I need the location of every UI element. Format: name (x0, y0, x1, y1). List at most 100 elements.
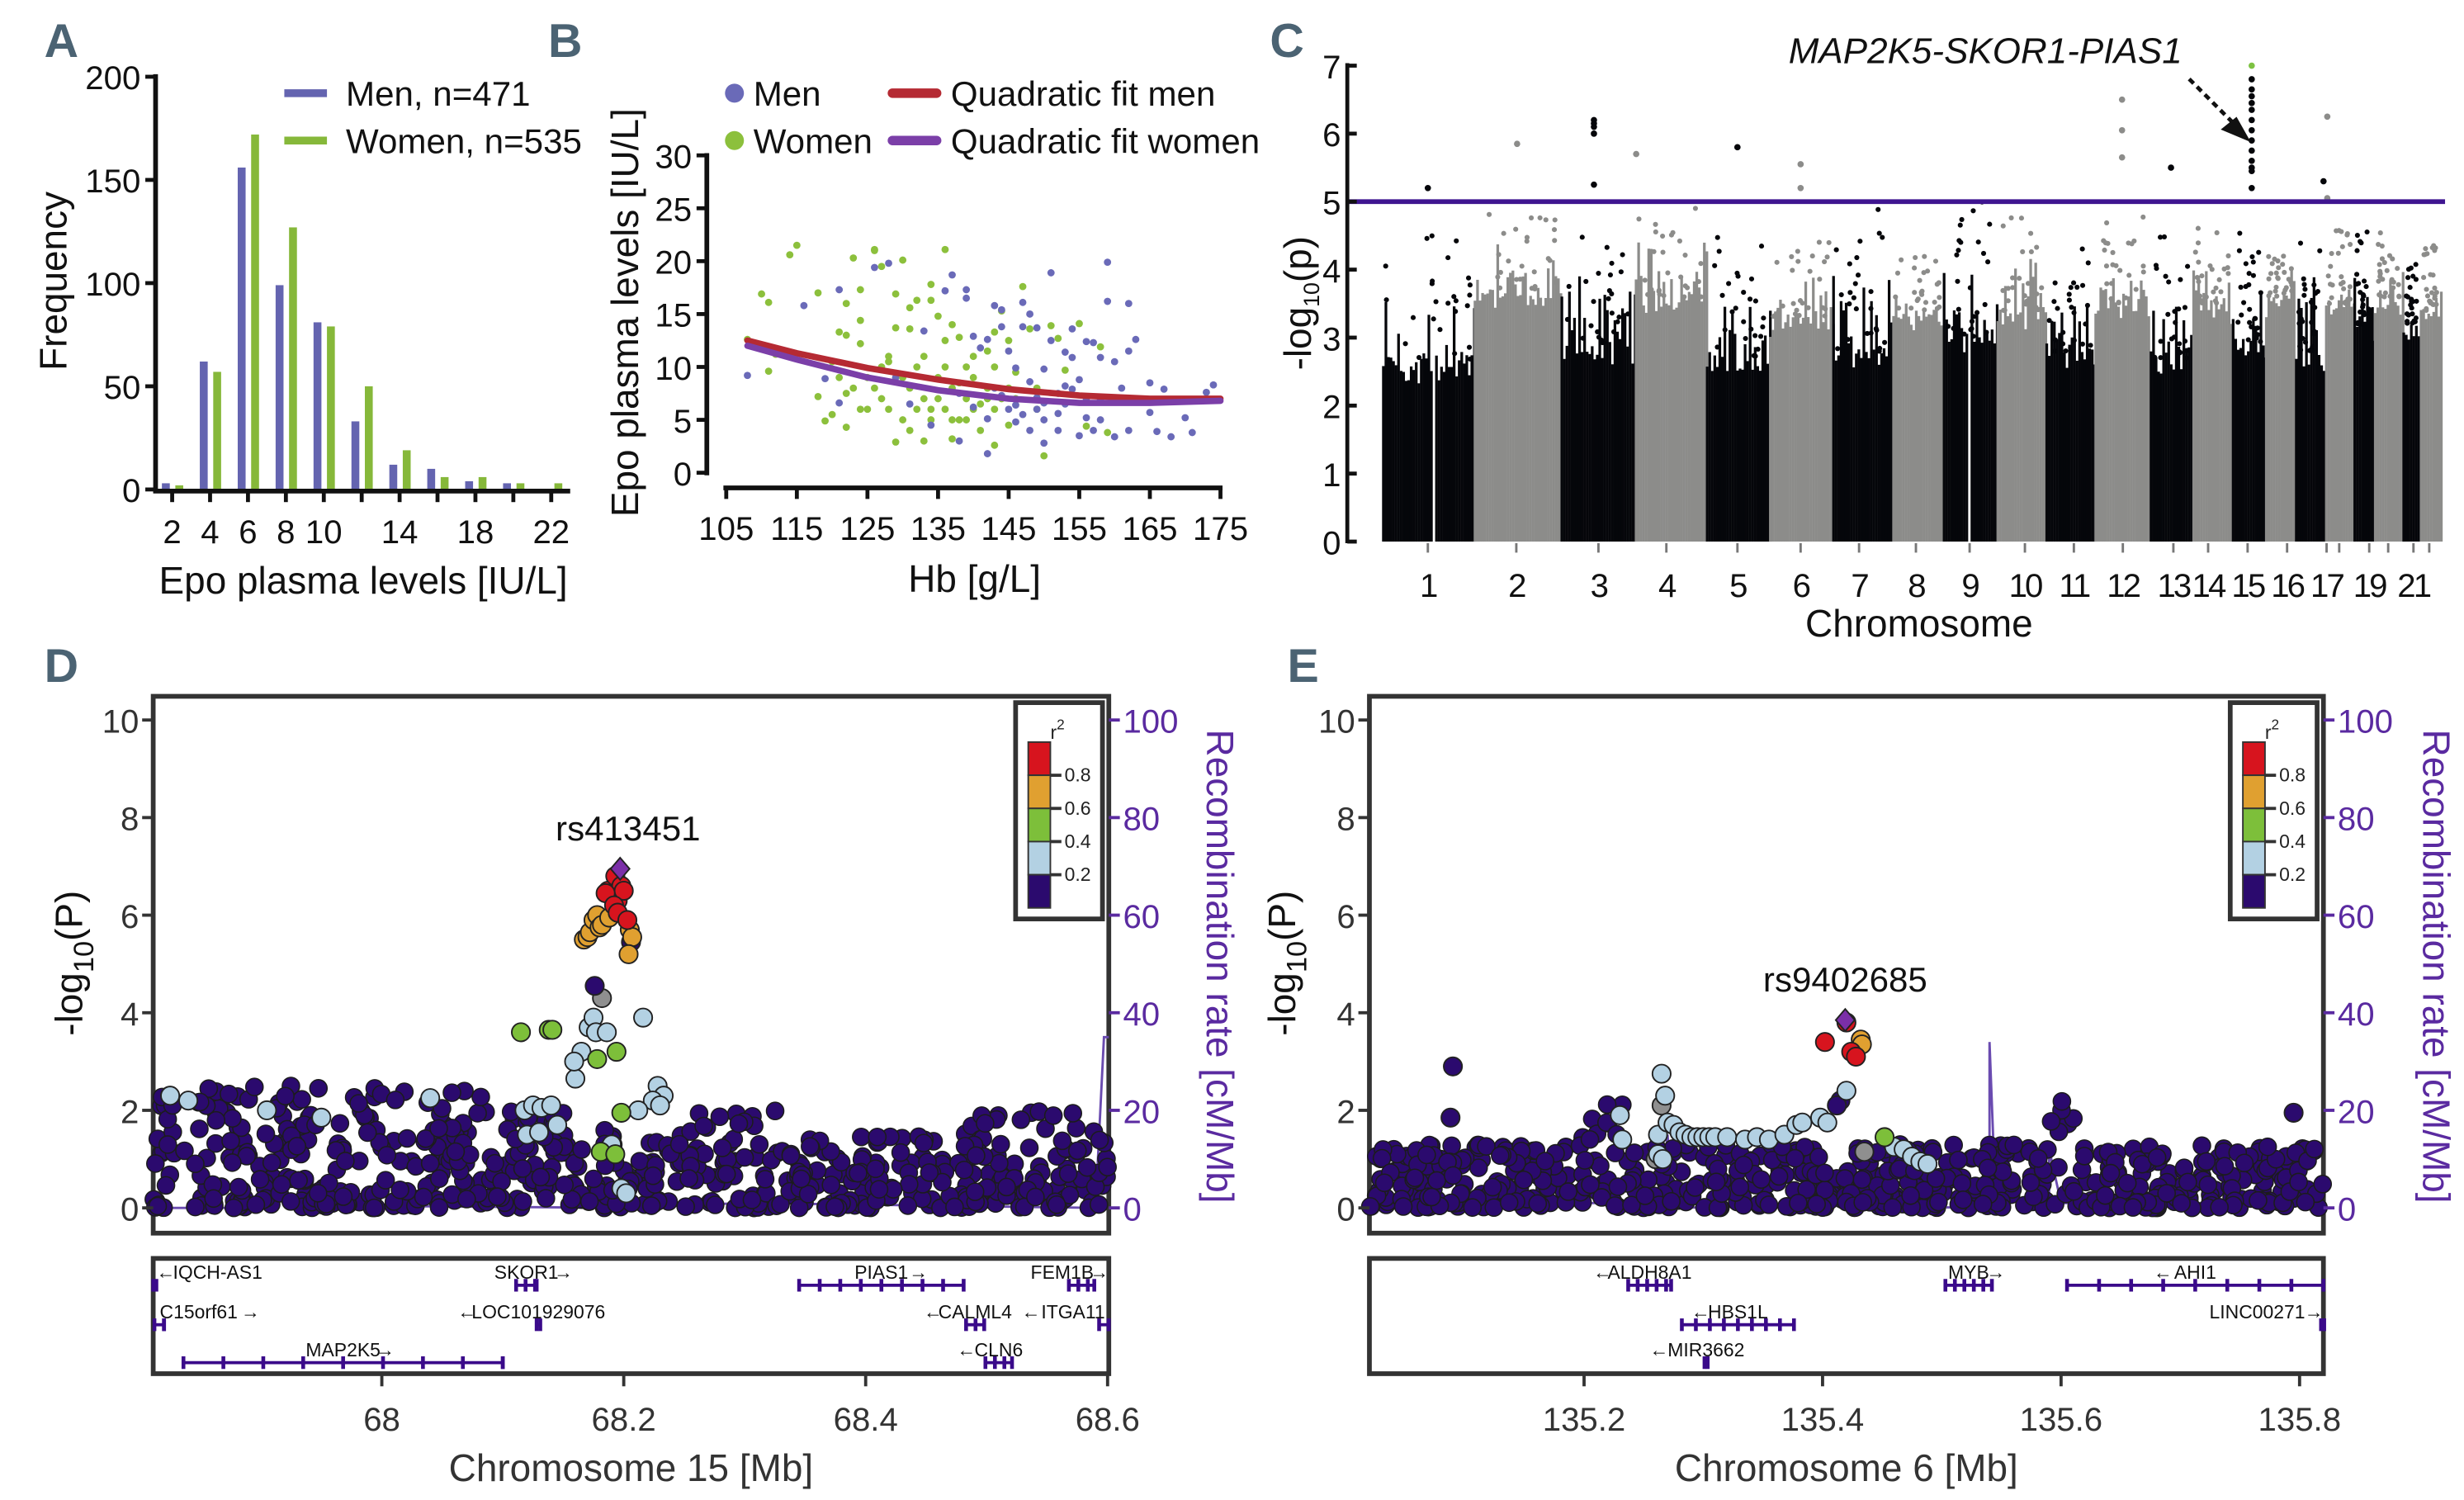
bar-women (478, 476, 487, 490)
snp-point (2377, 268, 2383, 274)
point-men (1110, 433, 1118, 441)
r2-color-swatch (2242, 774, 2266, 810)
y-tick-label: 0 (121, 1190, 139, 1228)
point-men (1033, 405, 1041, 414)
gene-exon (2064, 1279, 2069, 1292)
snp-point (2235, 1153, 2254, 1173)
manhattan-column (1983, 319, 1986, 542)
snp-point (1822, 258, 1828, 265)
snp-point (485, 1153, 504, 1173)
manhattan-column (2210, 300, 2213, 542)
y2-tick-label: 0 (1123, 1190, 1141, 1228)
manhattan-column (1593, 359, 1596, 542)
manhattan-column (2183, 319, 2186, 542)
point-women (913, 296, 921, 305)
snp-point (2192, 1136, 2211, 1156)
manhattan-column (1942, 272, 1946, 542)
manhattan-column (2112, 278, 2115, 542)
y-label-subscript: 10 (1299, 282, 1324, 307)
y-label-base: -log (47, 972, 90, 1036)
manhattan-column (2159, 373, 2163, 542)
snp-point (1864, 330, 1870, 337)
snp-point (2141, 300, 2147, 306)
snp-point (2391, 285, 2396, 291)
snp-point (2005, 298, 2011, 304)
snp-point-r02 (541, 1095, 561, 1116)
strand-left-arrow-icon: ← (2154, 1261, 2173, 1283)
snp-point (2183, 355, 2189, 361)
snp-point (2358, 290, 2363, 296)
snp-point (798, 1185, 818, 1204)
snp-point (1854, 254, 1860, 261)
annotation-arrow-line (2187, 77, 2239, 128)
manhattan-column (1662, 282, 1666, 542)
gene-label: LINC00271 (2209, 1301, 2305, 1323)
manhattan-column (2190, 334, 2193, 542)
point-women (835, 328, 844, 336)
manhattan-column (2107, 308, 2110, 542)
gene-loc101929076: LOC101929076← (457, 1301, 605, 1332)
snp-point (1625, 1143, 1644, 1162)
snp-point (309, 1079, 329, 1098)
significant-snp (2320, 177, 2327, 185)
manhattan-column (1882, 348, 1886, 542)
snp-point (2147, 1147, 2167, 1167)
manhattan-column (2361, 291, 2364, 542)
snp-point (1402, 341, 1408, 347)
point-women (934, 395, 942, 403)
gene-exon (1778, 1318, 1782, 1332)
snp-point (1796, 313, 1802, 319)
manhattan-column (2058, 333, 2061, 542)
gene-itga11: ITGA11← (1022, 1301, 1111, 1332)
bar-women (289, 227, 297, 490)
manhattan-column (1804, 282, 1808, 542)
manhattan-column (1615, 331, 1620, 542)
x-tick-label: 3 (1591, 567, 1608, 604)
gene-exon (900, 1279, 904, 1292)
snp-point (2235, 319, 2241, 325)
manhattan-column (1988, 340, 1991, 542)
snp-point (2182, 305, 2188, 310)
snp-point (2163, 273, 2168, 279)
snp-point-r08 (1814, 1032, 1835, 1053)
snp-point (1606, 296, 1611, 301)
manhattan-column (1718, 337, 1722, 542)
snp-point (2063, 348, 2069, 354)
manhattan-column (2039, 293, 2042, 542)
snp-point (1454, 238, 1459, 244)
significant-snp (1797, 161, 1804, 168)
snp-point (2140, 263, 2146, 269)
manhattan-column (2337, 300, 2341, 542)
manhattan-column (1950, 338, 1953, 542)
snp-point (1752, 333, 1758, 338)
snp-point (2133, 286, 2139, 292)
gene-exon (920, 1279, 925, 1292)
snp-point (1851, 295, 1856, 300)
point-men (1096, 353, 1104, 362)
snp-point (1596, 270, 1601, 277)
point-men (1026, 310, 1033, 318)
manhattan-column (1447, 367, 1451, 542)
y-tick-label: 3 (1322, 320, 1341, 357)
snp-point (385, 1091, 405, 1110)
snp-point (1752, 353, 1758, 359)
point-women (920, 395, 928, 403)
snp-point (1823, 306, 1828, 312)
snp-point (2236, 248, 2242, 253)
manhattan-column (2396, 305, 2400, 542)
snp-point (1975, 239, 1981, 245)
snp-point (146, 1154, 165, 1173)
manhattan-column (1657, 271, 1661, 542)
x-tick-label: 135.6 (2020, 1401, 2103, 1438)
point-women (941, 363, 949, 371)
snp-point (2347, 284, 2353, 290)
point-men (1132, 335, 1140, 343)
snp-point (2213, 285, 2219, 291)
snp-point (468, 1104, 487, 1123)
snp-point (1826, 239, 1832, 245)
snp-point (308, 1184, 328, 1203)
snp-point (336, 1152, 355, 1171)
manhattan-column (1519, 295, 1522, 542)
snp-point (2218, 289, 2224, 295)
